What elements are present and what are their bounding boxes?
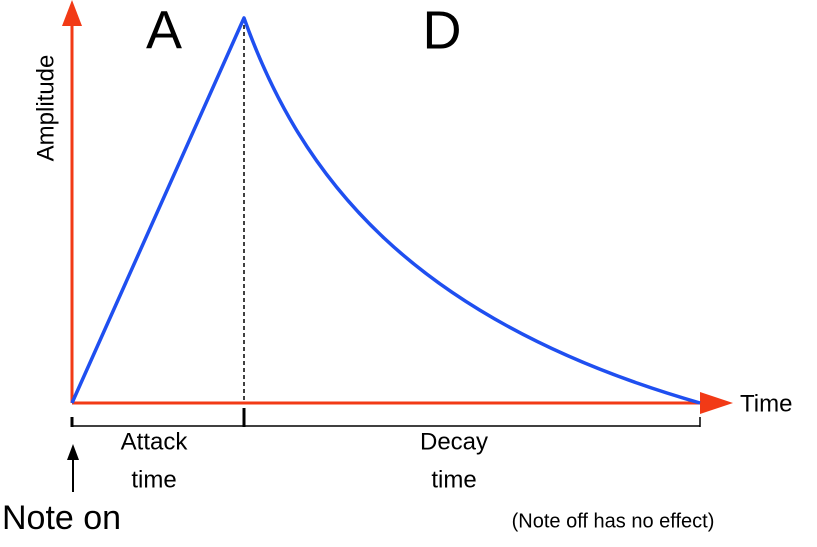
note-on-arrowhead <box>67 444 79 460</box>
y-axis-arrow <box>62 0 82 26</box>
phase-label: time <box>131 466 176 493</box>
envelope-curve <box>70 16 701 405</box>
x-axis-label: Time <box>740 390 792 417</box>
phase-label: Decay <box>420 428 488 455</box>
y-axis-label: Amplitude <box>32 55 59 162</box>
phase-label: Attack <box>121 428 189 455</box>
x-axis-arrow <box>700 392 733 414</box>
phase-letter: D <box>423 0 462 60</box>
phase-label: time <box>431 466 476 493</box>
phase-letter: A <box>146 0 182 60</box>
note-on-label: Note on <box>2 499 121 537</box>
note-off-label: (Note off has no effect) <box>512 510 715 532</box>
